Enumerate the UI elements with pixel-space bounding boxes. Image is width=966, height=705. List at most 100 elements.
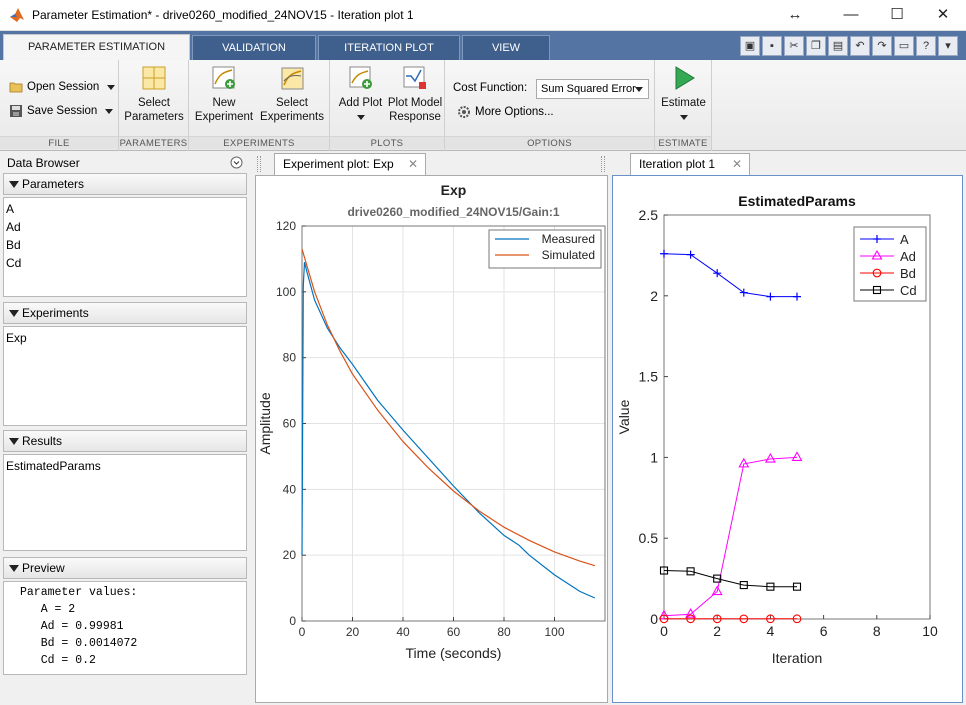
marker-circle — [659, 614, 669, 624]
iteration-plot-panel: 0 2 4 6 8 10 0 0.5 1 1.5 2 2.5 EstimatedParams Iterat… — [612, 175, 963, 703]
window-layout-icon[interactable]: ▭ — [894, 36, 914, 56]
marker-plus — [660, 249, 668, 258]
cost-function-select[interactable]: Sum Squared Error — [536, 79, 649, 99]
legend-marker — [872, 285, 882, 295]
y-axis-label: Amplitude — [257, 392, 273, 454]
parameters-section-title: Parameters — [22, 177, 85, 191]
y-tick-label: 40 — [283, 482, 297, 496]
y-tick-label: 100 — [276, 285, 296, 299]
tab-iteration-plot[interactable]: ITERATION PLOT — [318, 35, 460, 60]
help-doc-icon[interactable]: ▣ — [740, 36, 760, 56]
select-experiments-label-2: Experiments — [260, 111, 324, 123]
list-item-parameter[interactable]: A — [6, 202, 15, 216]
collapse-triangle-icon — [9, 565, 19, 572]
plots-group-label: PLOTS — [330, 136, 444, 149]
x-tick-label: 0 — [660, 623, 668, 639]
redo-icon[interactable]: ↷ — [872, 36, 892, 56]
new-experiment-button[interactable]: New Experiment — [192, 64, 256, 124]
marker-triangle — [738, 457, 750, 468]
data-point-cd — [659, 566, 669, 575]
list-item-parameter[interactable]: Bd — [6, 238, 21, 252]
marker-plus — [766, 292, 775, 301]
marker-triangle — [685, 608, 697, 618]
preview-section-header[interactable]: Preview — [3, 557, 247, 579]
y-tick-label: 60 — [283, 417, 297, 431]
x-tick-label: 20 — [346, 625, 360, 639]
preview-line: A = 2 — [20, 603, 76, 616]
close-button[interactable]: ✕ — [936, 6, 950, 23]
select-parameters-label-2: Parameters — [124, 111, 184, 123]
iteration-plot-chart[interactable]: 0 2 4 6 8 10 0 0.5 1 1.5 2 2.5 EstimatedParams Iterat… — [613, 176, 962, 702]
help-icon[interactable]: ? — [916, 36, 936, 56]
list-item-parameter[interactable]: Ad — [6, 220, 21, 234]
tab-validation[interactable]: VALIDATION — [192, 35, 316, 60]
experiments-list: Exp — [3, 326, 247, 426]
y-tick-label: 0 — [289, 614, 296, 628]
experiments-section-header[interactable]: Experiments — [3, 302, 247, 324]
marker-plus — [873, 235, 881, 243]
panel-menu-icon[interactable] — [230, 156, 243, 169]
tab-iteration-plot-1[interactable]: Iteration plot 1 ✕ — [630, 153, 750, 175]
resize-arrows-icon[interactable]: ↔ — [787, 6, 803, 23]
iteration-plot-tab-label: Iteration plot 1 — [639, 157, 716, 171]
estimate-button[interactable]: Estimate — [655, 64, 712, 124]
list-item-experiment[interactable]: Exp — [6, 331, 27, 345]
panel-grip-icon[interactable] — [601, 156, 605, 172]
close-icon[interactable]: ✕ — [407, 157, 418, 171]
data-point-ad — [791, 451, 803, 461]
panel-grip-icon[interactable] — [257, 156, 261, 172]
save-icon[interactable]: ▪ — [762, 36, 782, 56]
list-item-result[interactable]: EstimatedParams — [6, 459, 101, 473]
paste-icon[interactable]: ▤ — [828, 36, 848, 56]
select-parameters-button[interactable]: Select Parameters — [119, 64, 189, 124]
maximize-button[interactable]: ☐ — [890, 6, 904, 23]
data-point-cd — [792, 582, 802, 591]
list-item-parameter[interactable]: Cd — [6, 256, 22, 270]
new-experiment-label-1: New — [212, 97, 236, 109]
more-options-label: More Options... — [475, 106, 554, 118]
select-experiments-button[interactable]: Select Experiments — [259, 64, 325, 124]
play-icon — [675, 66, 695, 90]
tab-experiment-plot[interactable]: Experiment plot: Exp ✕ — [274, 153, 426, 175]
data-point-ad — [711, 585, 723, 596]
add-plot-button[interactable]: Add Plot — [333, 64, 388, 124]
experiment-plot-chart[interactable]: 0 20 40 60 80 100 0 20 40 60 80 100 120 Exp drive0260_… — [256, 176, 607, 702]
preview-line: Ad = 0.99981 — [20, 620, 124, 633]
open-session-label: Open Session — [27, 81, 100, 93]
minimize-button[interactable]: — — [843, 6, 859, 23]
cut-icon[interactable]: ✂ — [784, 36, 804, 56]
undo-icon[interactable]: ↶ — [850, 36, 870, 56]
marker-plus — [739, 288, 748, 297]
y-tick-label: 0.5 — [639, 530, 659, 546]
legend-label: A — [900, 232, 909, 247]
open-session-button[interactable]: Open Session — [9, 80, 116, 94]
x-axis-label: Time (seconds) — [406, 645, 502, 661]
more-options-button[interactable]: More Options... — [457, 105, 554, 119]
chevron-down-icon — [107, 84, 116, 90]
preview-text: Parameter values: A = 2 Ad = 0.99981 Bd … — [3, 581, 247, 675]
collapse-ribbon-icon[interactable]: ▾ — [938, 36, 958, 56]
parameters-section-header[interactable]: Parameters — [3, 173, 247, 195]
y-tick-label: 120 — [276, 219, 296, 233]
results-list: EstimatedParams — [3, 454, 247, 551]
close-icon[interactable]: ✕ — [731, 157, 742, 171]
data-browser-title: Data Browser — [3, 154, 247, 172]
results-section-header[interactable]: Results — [3, 430, 247, 452]
experiments-section-title: Experiments — [22, 306, 89, 320]
y-tick-label: 80 — [283, 351, 297, 365]
tab-parameter-estimation[interactable]: PARAMETER ESTIMATION — [3, 34, 190, 61]
x-tick-label: 40 — [396, 625, 410, 639]
marker-triangle — [711, 585, 723, 596]
data-point-bd — [766, 614, 775, 624]
data-point-a — [713, 269, 722, 278]
experiment-plot-tab-label: Experiment plot: Exp — [283, 157, 394, 171]
copy-icon[interactable]: ❐ — [806, 36, 826, 56]
y-tick-label: 2.5 — [639, 207, 659, 223]
plot-model-response-button[interactable]: Plot Model Response — [386, 64, 444, 124]
select-experiments-icon — [281, 67, 304, 90]
save-session-button[interactable]: Save Session — [9, 104, 114, 118]
experiment-plot-panel: 0 20 40 60 80 100 0 20 40 60 80 100 120 Exp drive0260_… — [255, 175, 608, 703]
x-tick-label: 60 — [447, 625, 461, 639]
preview-line: Bd = 0.0014072 — [20, 637, 138, 650]
tab-view[interactable]: VIEW — [462, 35, 550, 60]
